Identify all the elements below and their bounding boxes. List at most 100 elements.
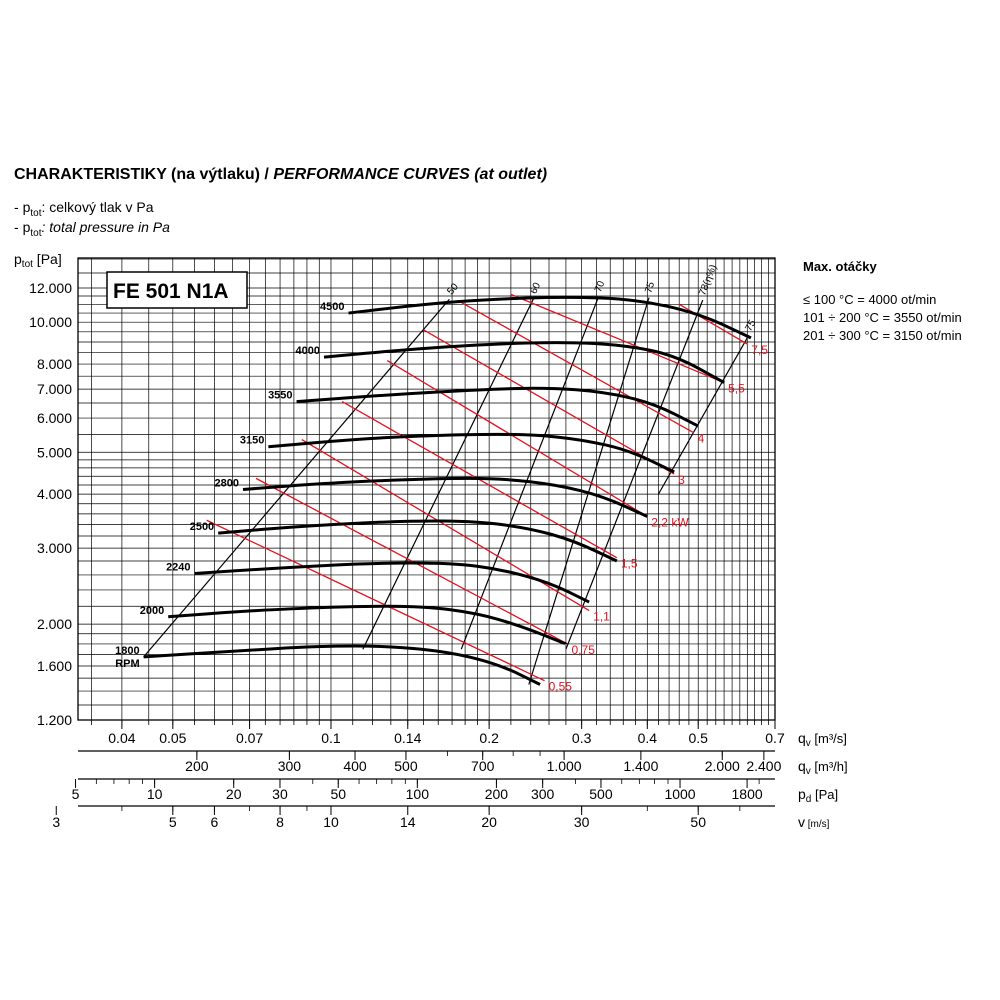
x-tick-label: 0.05 — [159, 730, 186, 746]
efficiency-label: 70 — [593, 279, 607, 294]
rpm-curve — [218, 519, 618, 563]
x-tick-label: 2.400 — [746, 758, 781, 774]
y-tick-label: 8.000 — [37, 356, 72, 372]
chart-heading: CHARAKTERISTIKY (na výtlaku) / PERFORMAN… — [14, 166, 547, 184]
efficiency-line — [460, 296, 600, 650]
x-axis-label: v [m/s] — [798, 814, 830, 830]
x-axis-label: qv [m³/h] — [798, 758, 848, 777]
legend-en: - ptot: total pressure in Pa — [14, 219, 170, 239]
model-label: FE 501 N1A — [113, 280, 229, 303]
power-line — [510, 293, 725, 384]
power-line — [423, 329, 675, 475]
x-tick-label: 10 — [323, 814, 339, 830]
title-cz: CHARAKTERISTIKY (na výtlaku) / — [14, 166, 269, 183]
y-tick-label: 6.000 — [37, 410, 72, 426]
efficiency-label: 60 — [528, 281, 543, 296]
x-tick-label: 50 — [690, 814, 706, 830]
x-tick-label: 300 — [278, 758, 302, 774]
x-tick-label: 3 — [52, 814, 60, 830]
y-tick-label: 1.600 — [37, 658, 72, 674]
x-tick-label: 20 — [226, 786, 242, 802]
power-label: 2,2 kW — [651, 516, 689, 530]
rpm-label: 2800 — [214, 477, 238, 489]
x-tick-label: 300 — [531, 786, 555, 802]
x-tick-label: 700 — [471, 758, 495, 774]
x-tick-label: 0.07 — [236, 730, 263, 746]
x-tick-label: 500 — [394, 758, 418, 774]
power-label: 1,5 — [621, 557, 638, 571]
power-line — [458, 300, 694, 434]
x-tick-label: 400 — [343, 758, 367, 774]
x-tick-label: 1000 — [664, 786, 695, 802]
x-tick-label: 5 — [72, 786, 80, 802]
y-tick-label: 2.000 — [37, 616, 72, 632]
efficiency-line — [657, 335, 749, 495]
ptot-sub: tot — [30, 207, 42, 219]
rpm-label: 3150 — [240, 435, 264, 447]
rpm-label: 2500 — [190, 521, 214, 533]
power-label: 1,1 — [593, 610, 610, 624]
rpm-label: 4000 — [296, 345, 320, 357]
x-tick-label: 0.3 — [572, 730, 592, 746]
x-tick-label: 1.400 — [623, 758, 658, 774]
y-tick-label: 1.200 — [37, 712, 72, 728]
rpm-label: 2000 — [140, 605, 164, 617]
rpm-label: 1800 — [115, 645, 139, 657]
rpm-label: 3550 — [268, 390, 292, 402]
x-tick-label: 1.000 — [547, 758, 582, 774]
legend-dash: - — [14, 199, 23, 215]
x-tick-label: 0.5 — [688, 730, 708, 746]
power-label: 5,5 — [728, 382, 745, 396]
efficiency-line — [143, 298, 450, 658]
rpm-unit-label: RPM — [115, 658, 139, 670]
legend-cz-text: : celkový tlak v Pa — [41, 199, 154, 215]
x-tick-label: 14 — [400, 814, 416, 830]
rpm-curve — [242, 476, 648, 518]
x-tick-label: 0.4 — [638, 730, 658, 746]
power-line — [678, 303, 748, 345]
power-line — [255, 477, 568, 645]
x-tick-label: 5 — [169, 814, 177, 830]
rpm-curve — [323, 341, 725, 384]
legend-en-text: : total pressure in Pa — [41, 219, 170, 235]
y-tick-label: 10.000 — [29, 314, 72, 330]
x-tick-label: 0.7 — [765, 730, 785, 746]
x-tick-label: 100 — [406, 786, 430, 802]
ptot-symbol: p — [22, 219, 31, 235]
x-tick-label: 20 — [481, 814, 497, 830]
model-label-box — [106, 271, 248, 309]
ptot-sub: tot — [30, 227, 42, 239]
side-panel-line: 201 ÷ 300 °C = 3150 ot/min — [803, 328, 962, 343]
x-axis-label: qv [m³/s] — [798, 730, 847, 749]
y-tick-label: 3.000 — [37, 540, 72, 556]
title-en: PERFORMANCE CURVES (at outlet) — [273, 166, 548, 183]
power-label: 0,55 — [549, 680, 573, 694]
x-tick-label: 0.14 — [394, 730, 421, 746]
rpm-curve — [194, 561, 590, 604]
x-tick-label: 30 — [574, 814, 590, 830]
power-line — [206, 519, 545, 682]
x-axis-label: pd [Pa] — [798, 786, 838, 805]
x-tick-label: 1800 — [732, 786, 763, 802]
x-tick-label: 0.04 — [108, 730, 135, 746]
efficiency-line — [362, 298, 535, 650]
x-tick-label: 50 — [330, 786, 346, 802]
rpm-curve — [296, 386, 699, 428]
power-line — [386, 360, 648, 518]
side-panel-line: ≤ 100 °C = 4000 ot/min — [803, 292, 937, 307]
y-tick-label: 4.000 — [37, 486, 72, 502]
x-tick-label: 200 — [185, 758, 209, 774]
y-axis-label: ptot [Pa] — [14, 251, 62, 270]
x-tick-label: 10 — [147, 786, 163, 802]
x-tick-label: 0.1 — [321, 730, 341, 746]
power-label: 7,5 — [751, 343, 768, 357]
x-tick-label: 30 — [272, 786, 288, 802]
power-label: 3 — [678, 473, 685, 487]
x-tick-label: 500 — [589, 786, 613, 802]
efficiency-label: 75 — [743, 318, 758, 333]
rpm-label: 4500 — [320, 301, 344, 313]
legend-cz: - ptot: celkový tlak v Pa — [14, 199, 154, 219]
side-panel-line: 101 ÷ 200 °C = 3550 ot/min — [803, 310, 962, 325]
x-tick-label: 0.2 — [479, 730, 499, 746]
